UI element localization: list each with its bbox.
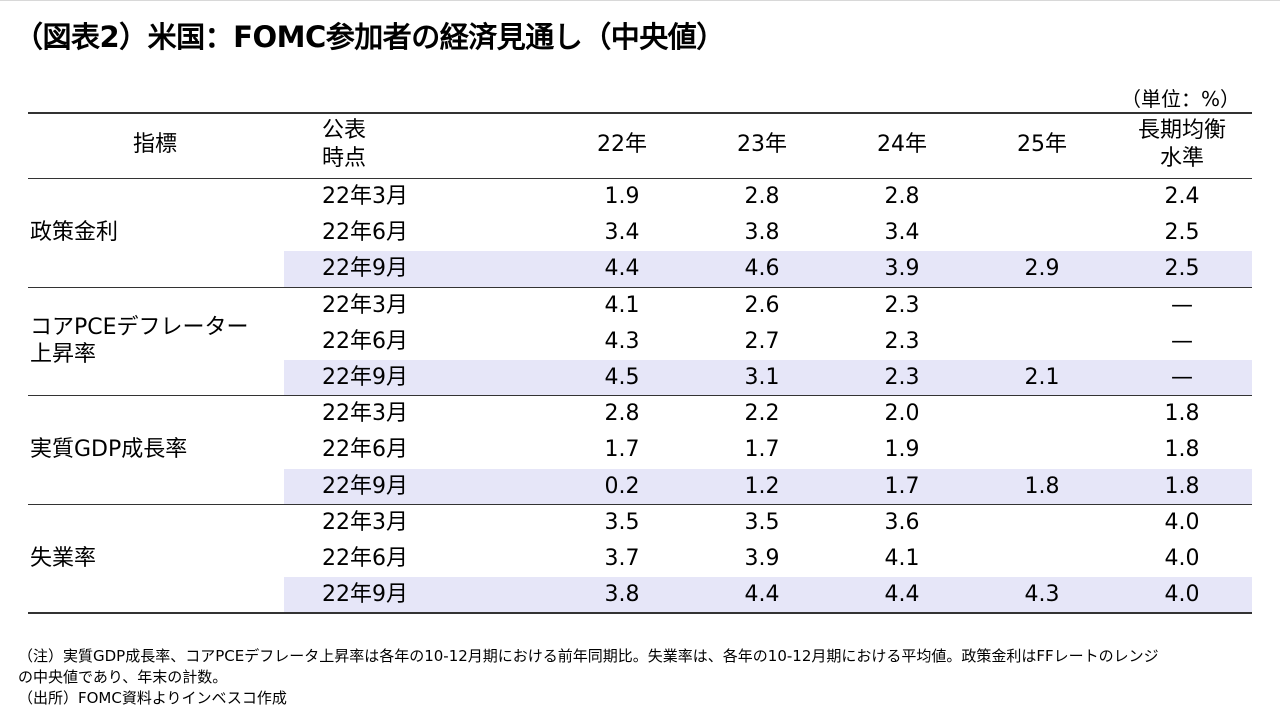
cell-longrun: 4.0 [1164,582,1200,608]
cell-y24: 2.8 [884,184,920,209]
header-longrun-line1: 長期均衡 [1137,118,1227,143]
table-bottom-rule [28,612,1252,614]
header-year-25: 25年 [1017,132,1067,157]
cell-y24: 2.3 [884,328,920,354]
cell-y24: 3.6 [884,509,920,535]
unit-label: （単位：%） [1120,87,1240,111]
row-date: 22年9月 [322,365,408,390]
cell-y23: 3.1 [744,365,780,390]
row-date: 22年6月 [322,220,408,246]
row-date: 22年3月 [322,292,408,318]
group-divider [28,286,1252,288]
cell-y24: 2.3 [884,365,920,390]
group-label: 上昇率 [30,341,97,367]
cell-y24: 2.3 [884,292,920,318]
cell-longrun: 1.8 [1164,473,1200,499]
cell-y22: 4.3 [604,328,640,354]
cell-y22: 4.4 [604,256,640,282]
row-date: 22年3月 [322,401,408,427]
header-indicator: 指標 [133,132,178,157]
table-top-rule [28,112,1252,114]
cell-y24: 3.4 [884,220,920,246]
latest-row-highlight [284,577,1252,613]
cell-y25: 2.1 [1024,365,1060,390]
row-date: 22年9月 [322,473,408,499]
cell-y22: 3.8 [604,582,640,608]
cell-y23: 2.6 [744,292,780,318]
cell-y23: 2.8 [744,184,780,209]
cell-y22: 0.2 [604,473,640,499]
cell-longrun: 1.8 [1164,437,1200,463]
cell-y24: 2.0 [884,401,920,427]
group-label: 実質GDP成長率 [30,437,188,462]
row-date: 22年3月 [322,184,408,209]
cell-longrun: 2.5 [1164,220,1200,246]
cell-longrun: — [1171,365,1193,390]
group-label: 失業率 [30,545,97,571]
cell-longrun: — [1171,292,1193,318]
cell-longrun: 2.4 [1164,184,1200,209]
cell-y23: 4.4 [744,582,780,608]
latest-row-highlight [284,360,1252,396]
row-date: 22年6月 [322,437,408,463]
cell-y25: 4.3 [1024,582,1060,608]
cell-y22: 2.8 [604,401,640,427]
row-date: 22年6月 [322,328,408,354]
cell-longrun: 4.0 [1164,509,1200,535]
cell-y22: 3.5 [604,509,640,535]
cell-y22: 4.1 [604,292,640,318]
cell-longrun: 1.8 [1164,401,1200,427]
row-date: 22年3月 [322,509,408,535]
group-label: 政策金利 [30,219,119,245]
page-title: （図表2）米国：FOMC参加者の経済見通し（中央値） [14,20,725,54]
cell-y23: 1.7 [744,437,780,463]
top-border [0,0,1280,1]
header-published-line1: 公表 [322,118,367,143]
cell-longrun: 4.0 [1164,546,1200,571]
row-date: 22年9月 [322,256,408,282]
header-year-22: 22年 [597,132,647,157]
cell-y23: 2.2 [744,401,780,427]
cell-y25: 2.9 [1024,256,1060,282]
cell-y22: 3.4 [604,220,640,246]
cell-y22: 1.9 [604,184,640,209]
cell-y22: 3.7 [604,546,640,571]
header-published-line2: 時点 [322,146,367,171]
header-longrun-line2: 水準 [1159,146,1205,171]
footnote-line-2: の中央値であり、年末の計数。 [18,668,228,686]
header-rule [28,178,1252,179]
cell-y22: 1.7 [604,437,640,463]
cell-longrun: 2.5 [1164,256,1200,282]
row-date: 22年9月 [322,582,408,608]
footnotes: （注）実質GDP成長率、コアPCEデフレータ上昇率は各年の10-12月期における… [18,646,1268,709]
latest-row-highlight [284,468,1252,504]
cell-y24: 3.9 [884,256,920,282]
group-divider [28,395,1252,397]
latest-row-highlight [284,251,1252,287]
cell-y24: 1.7 [884,473,920,499]
cell-y23: 3.5 [744,509,780,535]
cell-longrun: — [1171,328,1193,354]
footnote-source: （出所）FOMC資料よりインベスコ作成 [18,689,287,707]
forecast-table: 指標 公表 時点 22年 23年 24年 25年 長期均衡 水準 政策金利 22年… [28,112,1252,614]
group-divider [28,503,1252,505]
row-date: 22年6月 [322,546,408,571]
cell-y23: 3.8 [744,220,780,246]
cell-y23: 1.2 [744,473,780,499]
group-label: コアPCEデフレーター [30,314,249,340]
header-year-24: 24年 [877,132,927,157]
cell-y22: 4.5 [604,365,640,390]
footnote-line-1: （注）実質GDP成長率、コアPCEデフレータ上昇率は各年の10-12月期における… [18,647,1159,665]
cell-y23: 4.6 [744,256,780,282]
cell-y25: 1.8 [1024,473,1060,499]
cell-y24: 4.1 [884,546,920,571]
header-year-23: 23年 [737,132,787,157]
cell-y24: 4.4 [884,582,920,608]
cell-y23: 2.7 [744,328,780,354]
cell-y23: 3.9 [744,546,780,571]
cell-y24: 1.9 [884,437,920,463]
